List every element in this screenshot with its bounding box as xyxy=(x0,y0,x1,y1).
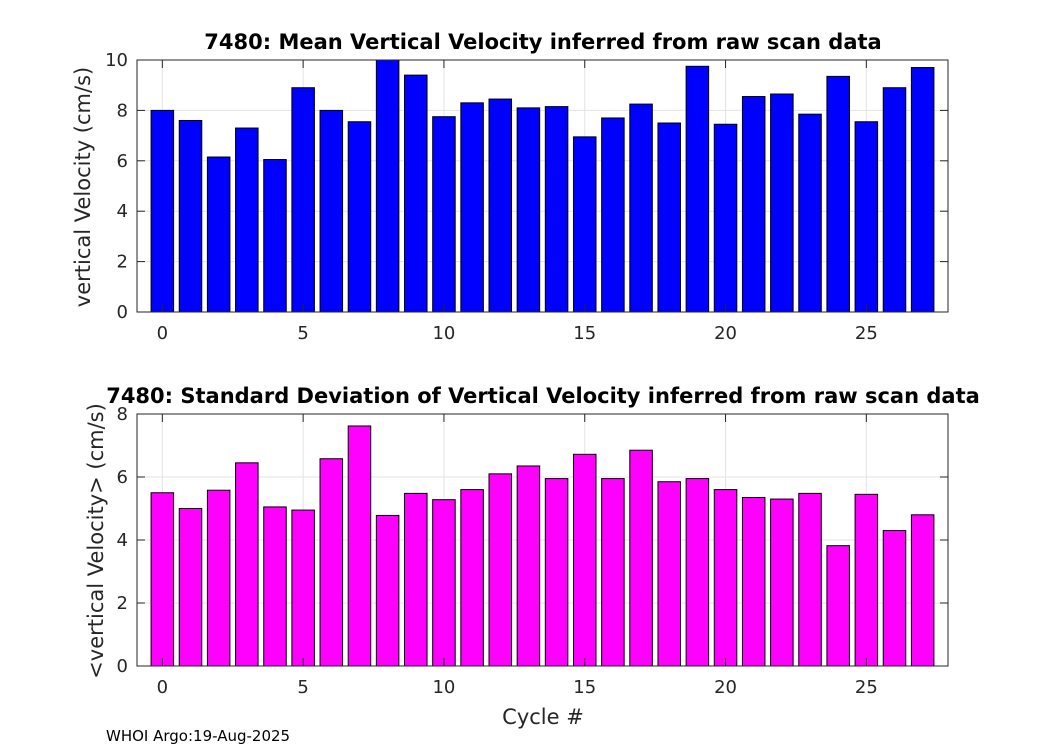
bar xyxy=(375,514,400,667)
y-axis-label: vertical Velocity (cm/s) xyxy=(71,67,95,307)
bar xyxy=(544,106,569,313)
bar xyxy=(235,462,259,667)
bar xyxy=(319,458,344,667)
bar xyxy=(657,122,681,313)
bar xyxy=(882,87,907,313)
x-tick-label: 5 xyxy=(297,323,308,344)
y-tick-label: 4 xyxy=(117,530,128,551)
bar xyxy=(572,453,597,667)
bar xyxy=(432,499,456,667)
bar xyxy=(713,123,738,313)
bar xyxy=(770,498,794,667)
x-tick-label: 15 xyxy=(573,323,596,344)
bar xyxy=(263,506,287,667)
x-tick-label: 5 xyxy=(297,677,308,698)
bar xyxy=(488,473,513,667)
bar xyxy=(291,509,315,667)
bar xyxy=(206,156,231,313)
y-tick-label: 0 xyxy=(117,656,128,677)
y-tick-label: 2 xyxy=(117,252,128,273)
x-tick-label: 25 xyxy=(855,323,878,344)
y-tick-label: 6 xyxy=(117,467,128,488)
y-tick-label: 8 xyxy=(117,404,128,425)
bar xyxy=(629,103,653,313)
bar xyxy=(150,492,175,667)
bar xyxy=(910,514,935,667)
bar xyxy=(601,478,625,667)
bar xyxy=(882,530,907,667)
bar xyxy=(685,65,710,313)
bar xyxy=(375,59,400,313)
bar xyxy=(178,119,203,313)
bar xyxy=(770,93,794,313)
y-tick-label: 6 xyxy=(117,151,128,172)
bar xyxy=(685,478,710,667)
bar xyxy=(854,121,879,313)
std-velocity-chart: 0 5 10 15 20 25 0 2 4 6 8 7480: Standard Deviation… xyxy=(84,384,980,729)
bar xyxy=(826,75,850,313)
x-tick-label: 20 xyxy=(714,677,737,698)
bar xyxy=(516,465,541,667)
y-tick-label: 2 xyxy=(117,593,128,614)
y-tick-label: 4 xyxy=(117,201,128,222)
y-axis-label: <vertical Velocity> (cm/s) xyxy=(84,403,108,679)
bar xyxy=(488,98,513,313)
x-tick-label: 0 xyxy=(157,323,168,344)
x-tick-label: 0 xyxy=(157,677,168,698)
bar xyxy=(798,113,822,313)
bar xyxy=(854,493,879,667)
bar xyxy=(347,121,372,313)
bar xyxy=(291,87,315,313)
chart-title: 7480: Standard Deviation of Vertical Vel… xyxy=(106,384,980,408)
y-tick-label: 8 xyxy=(117,100,128,121)
bar xyxy=(741,96,766,313)
x-tick-label: 25 xyxy=(855,677,878,698)
bar xyxy=(657,481,681,667)
bar xyxy=(826,545,850,667)
bar xyxy=(404,74,428,313)
bar xyxy=(178,508,203,667)
bar xyxy=(404,492,428,667)
x-tick-label: 10 xyxy=(432,677,455,698)
x-axis-label: Cycle # xyxy=(502,705,584,729)
bar xyxy=(206,489,231,667)
chart-title: 7480: Mean Vertical Velocity inferred fr… xyxy=(204,30,881,54)
bar xyxy=(544,478,569,667)
mean-velocity-chart: 0 5 10 15 20 25 0 2 4 6 8 10 7480: Mean Vertical Ve… xyxy=(71,30,949,344)
y-tick-label: 0 xyxy=(117,302,128,323)
bar xyxy=(150,109,175,313)
bar xyxy=(741,496,766,667)
bar xyxy=(460,102,484,313)
bar xyxy=(713,489,738,667)
axes-frame xyxy=(136,59,949,313)
bar xyxy=(601,117,625,313)
x-tick-label: 10 xyxy=(432,323,455,344)
bar xyxy=(235,127,259,313)
bar xyxy=(432,116,456,313)
bar xyxy=(319,109,344,313)
x-tick-label: 20 xyxy=(714,323,737,344)
x-tick-label: 15 xyxy=(573,677,596,698)
bar xyxy=(516,107,541,313)
bar xyxy=(460,489,484,667)
y-tick-label: 10 xyxy=(105,50,128,71)
bar xyxy=(263,159,287,313)
bar xyxy=(572,136,597,313)
footer-credit: WHOI Argo:19-Aug-2025 xyxy=(106,727,290,745)
bar xyxy=(910,67,935,313)
bar xyxy=(629,449,653,667)
bar xyxy=(798,492,822,667)
bar xyxy=(347,425,372,667)
